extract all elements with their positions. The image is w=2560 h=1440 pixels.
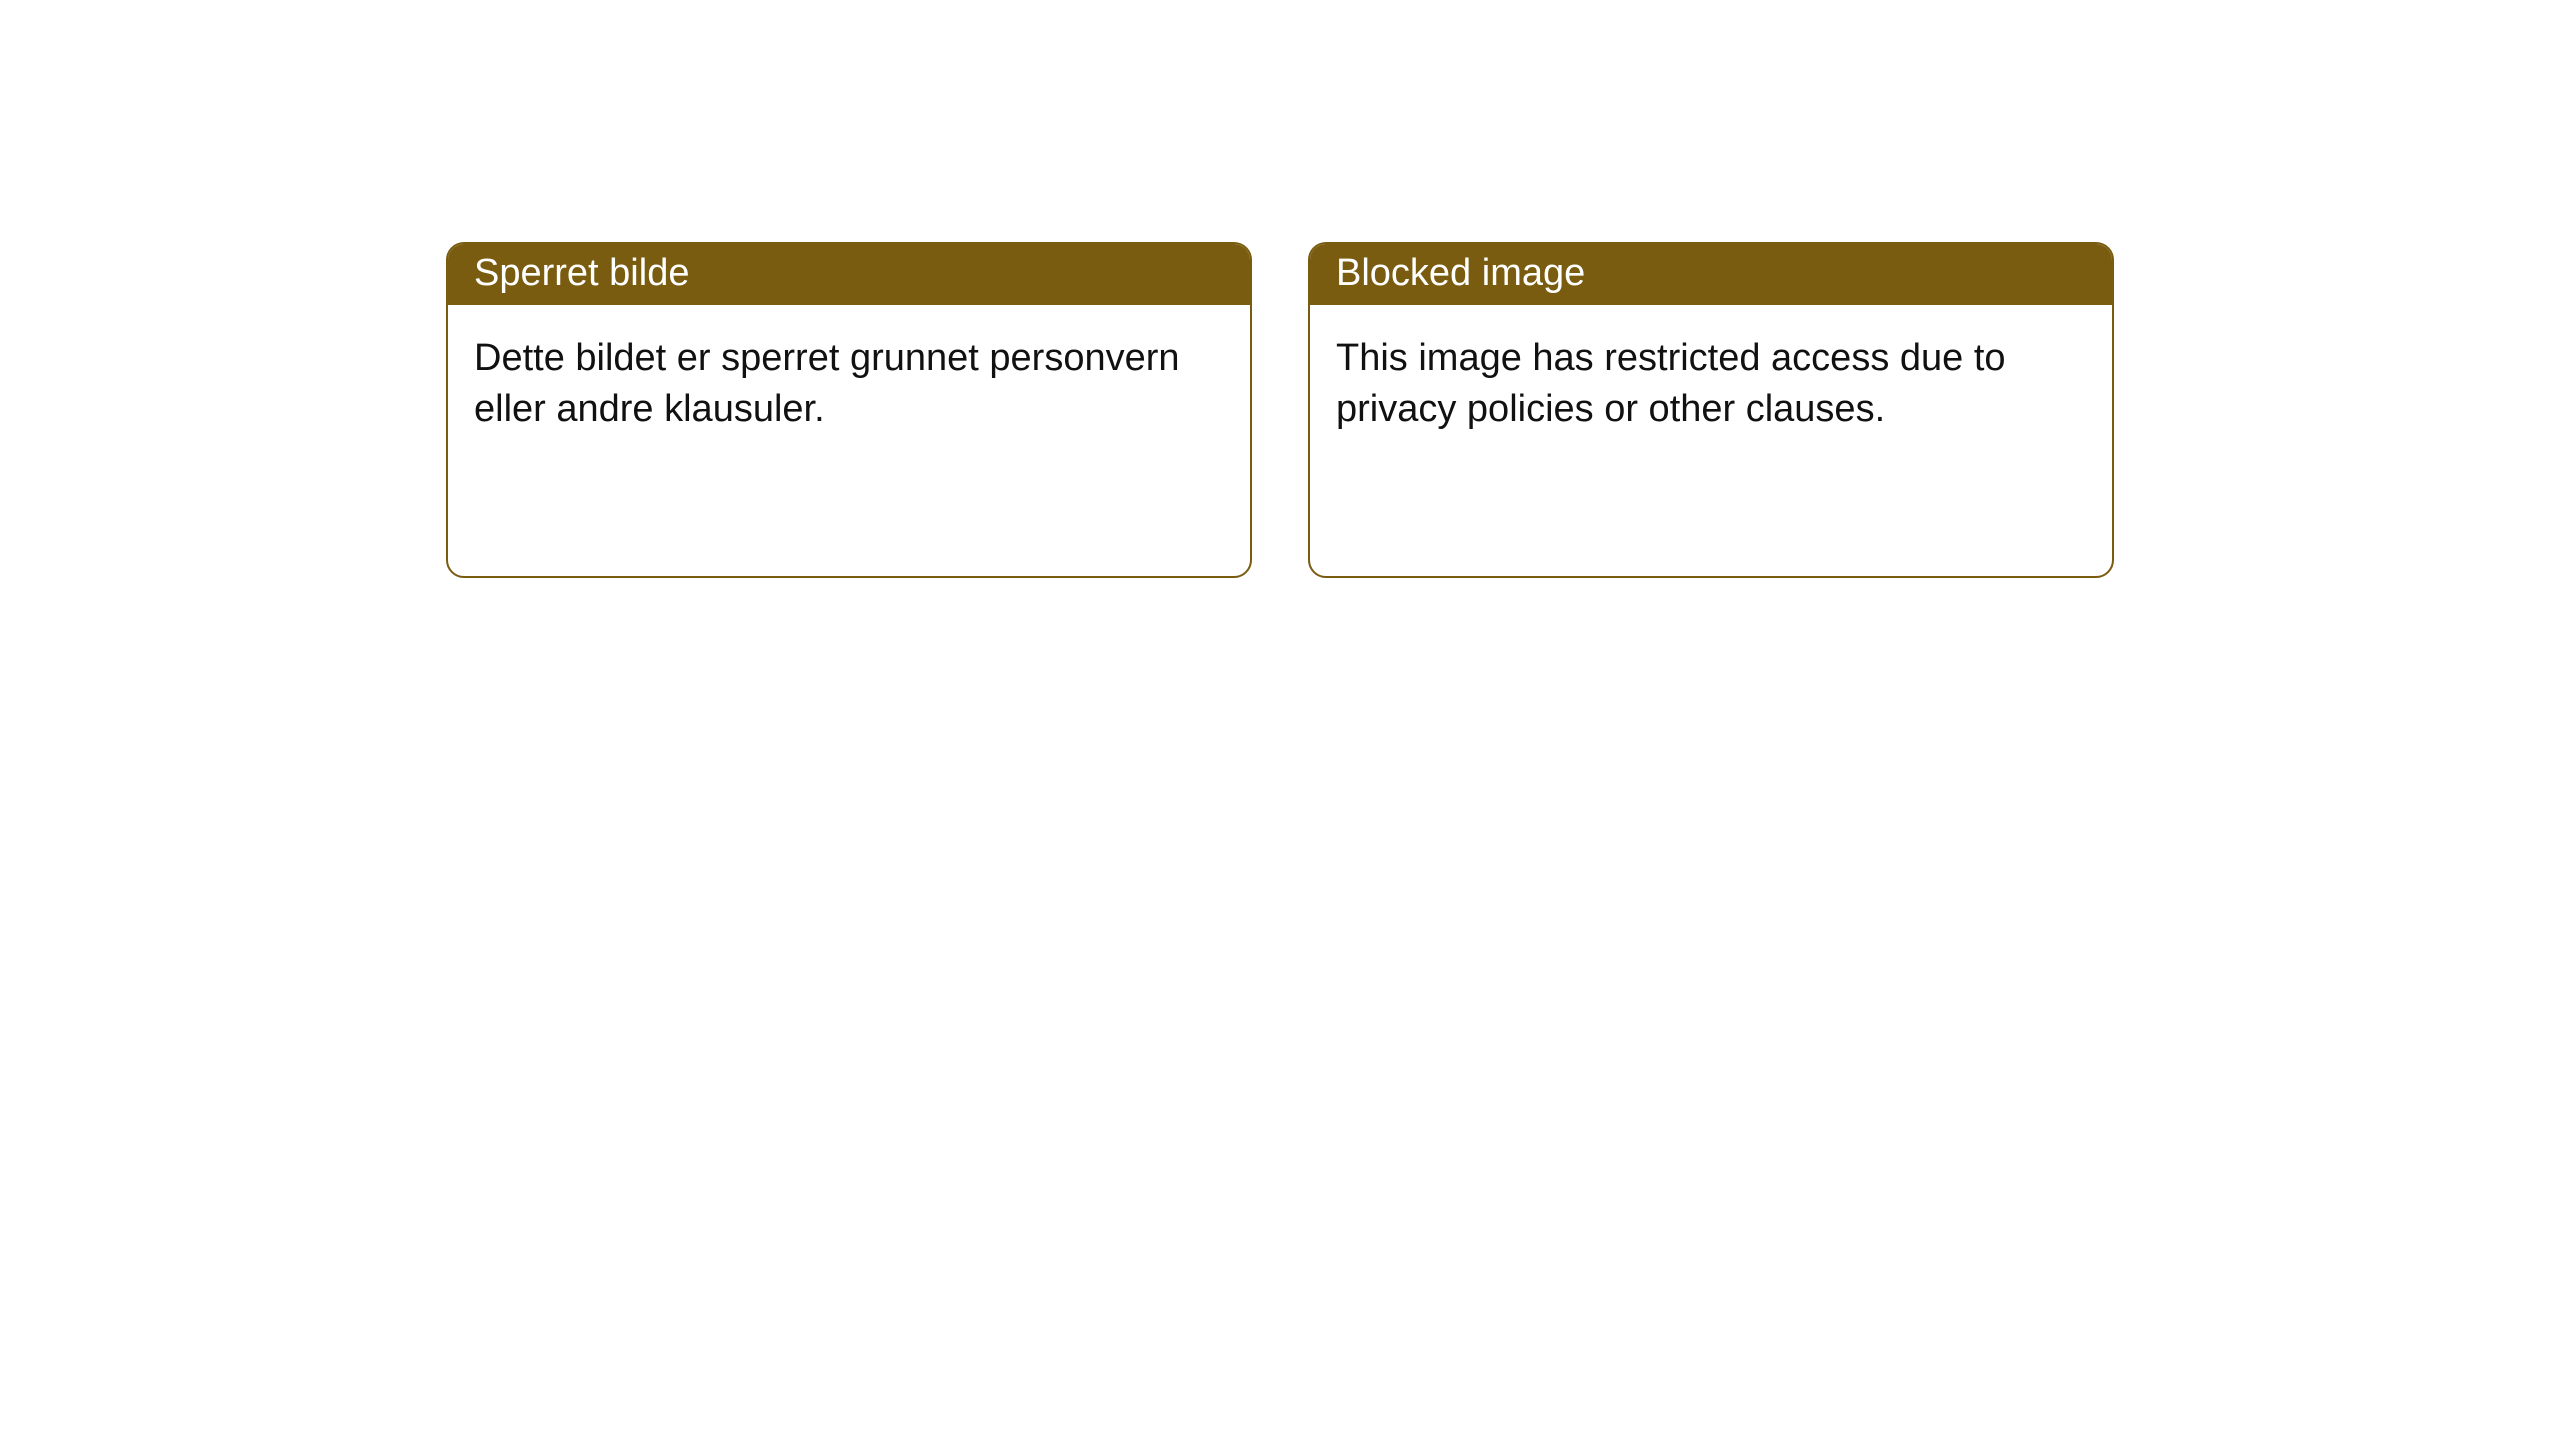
notice-container: Sperret bilde Dette bildet er sperret gr… [0, 0, 2560, 578]
notice-card-english: Blocked image This image has restricted … [1308, 242, 2114, 578]
notice-message-english: This image has restricted access due to … [1310, 305, 2112, 464]
notice-title-norwegian: Sperret bilde [448, 244, 1250, 305]
notice-message-norwegian: Dette bildet er sperret grunnet personve… [448, 305, 1250, 464]
notice-card-norwegian: Sperret bilde Dette bildet er sperret gr… [446, 242, 1252, 578]
notice-title-english: Blocked image [1310, 244, 2112, 305]
